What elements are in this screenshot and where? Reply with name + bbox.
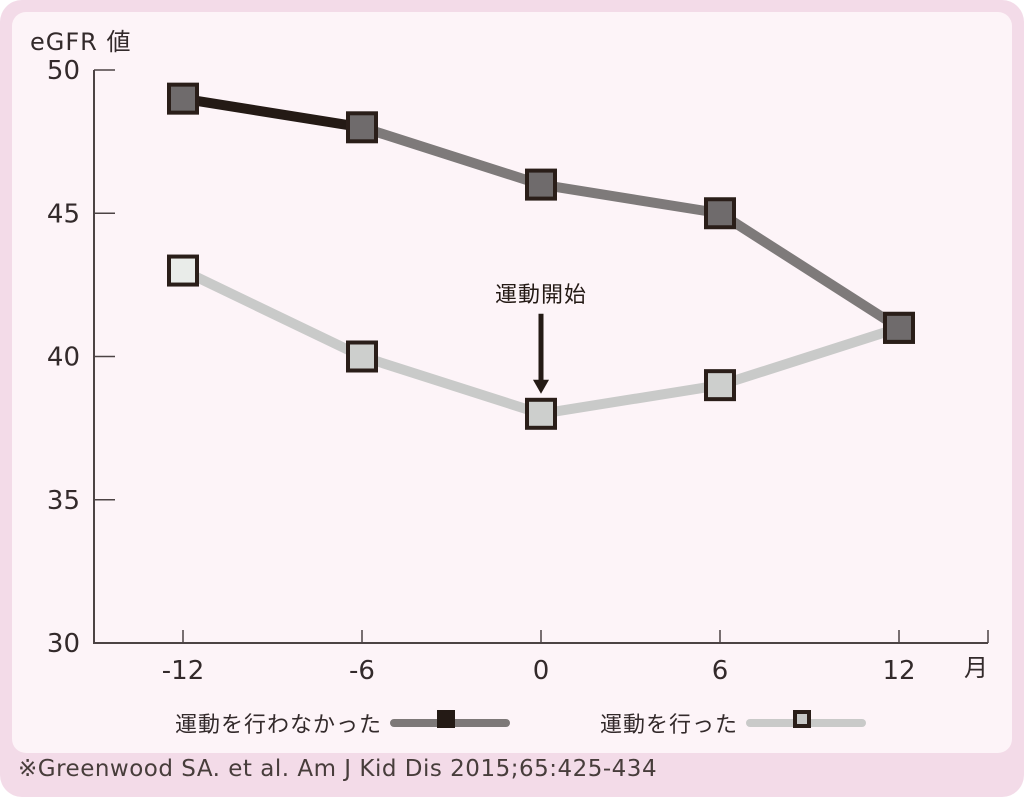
y-axis-title: eGFR 値 xyxy=(30,28,132,56)
legend: 運動を行わなかった 運動を行った xyxy=(0,705,1024,747)
legend-item-no-exercise: 運動を行わなかった xyxy=(175,705,511,741)
chart-panel xyxy=(12,12,1012,753)
legend-square-exercise xyxy=(793,710,812,728)
legend-item-exercise: 運動を行った xyxy=(600,705,867,741)
legend-swatch-no-exercise-icon xyxy=(390,707,511,739)
legend-square-no-exercise xyxy=(437,710,456,728)
legend-label-no-exercise: 運動を行わなかった xyxy=(175,713,383,738)
legend-swatch-exercise-icon xyxy=(746,707,867,739)
citation-text: ※Greenwood SA. et al. Am J Kid Dis 2015;… xyxy=(18,756,658,782)
legend-label-exercise: 運動を行った xyxy=(600,713,739,738)
